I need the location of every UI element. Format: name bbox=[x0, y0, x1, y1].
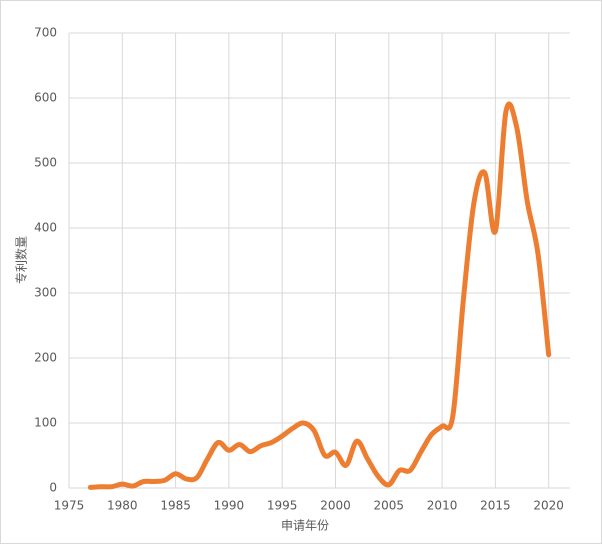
x-tick-label: 1990 bbox=[214, 499, 245, 513]
y-axis-label: 专利数量 bbox=[14, 236, 29, 284]
x-tick-label: 1980 bbox=[107, 499, 138, 513]
x-tick-label: 1995 bbox=[267, 499, 298, 513]
y-tick-label: 400 bbox=[34, 221, 57, 235]
y-tick-label: 0 bbox=[49, 481, 57, 495]
data-line bbox=[87, 101, 552, 490]
x-tick-label: 2005 bbox=[374, 499, 405, 513]
y-tick-label: 300 bbox=[34, 286, 57, 300]
x-axis-label: 申请年份 bbox=[281, 519, 329, 533]
x-tick-label: 2015 bbox=[480, 499, 511, 513]
y-tick-label: 100 bbox=[34, 416, 57, 430]
y-tick-label: 200 bbox=[34, 351, 57, 365]
y-tick-label: 600 bbox=[34, 91, 57, 105]
y-tick-label: 500 bbox=[34, 156, 57, 170]
x-tick-label: 2020 bbox=[533, 499, 564, 513]
x-tick-label: 2010 bbox=[427, 499, 458, 513]
y-tick-label: 700 bbox=[34, 26, 57, 40]
x-tick-label: 1975 bbox=[54, 499, 85, 513]
x-tick-label: 2000 bbox=[320, 499, 351, 513]
x-tick-label: 1985 bbox=[160, 499, 191, 513]
